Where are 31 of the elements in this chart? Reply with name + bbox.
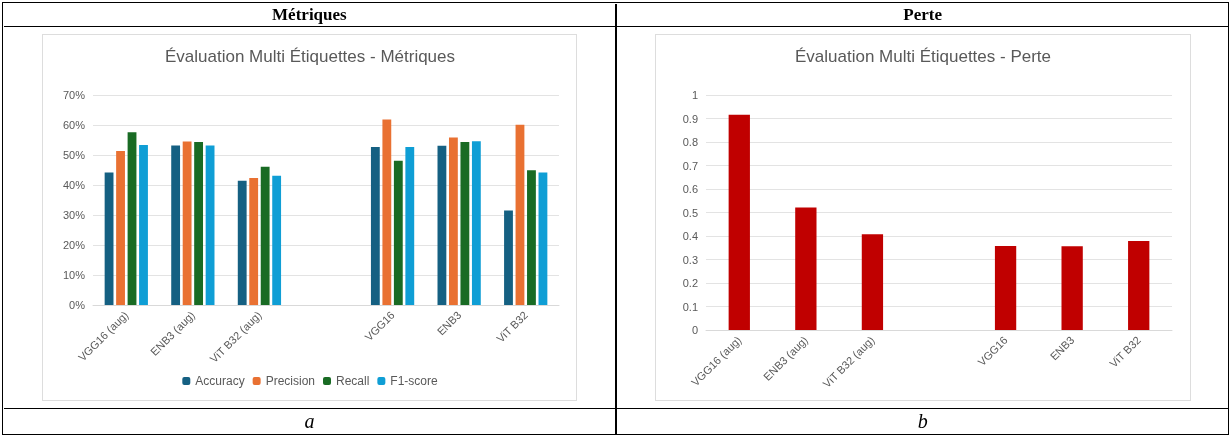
y-tick-label: 0 <box>691 323 698 336</box>
y-tick-label: 40% <box>62 178 85 191</box>
text: Métriques <box>3 3 616 27</box>
text: Perte <box>616 3 1229 27</box>
y-tick-label: 0% <box>68 298 85 311</box>
text: b <box>616 407 1229 435</box>
x-tick-label: ViT B32 <box>1106 333 1143 370</box>
y-tick-label: 50% <box>62 148 85 161</box>
chart-title: Évaluation Multi Étiquettes - Métriques <box>164 46 455 66</box>
x-tick-label: ViT B32 <box>493 308 530 345</box>
y-tick-label: 0.5 <box>682 206 698 218</box>
y-tick-label: 0.2 <box>682 276 698 289</box>
y-tick-label: 70% <box>62 88 85 101</box>
y-tick-label: 0.3 <box>682 253 698 265</box>
y-tick-label: 20% <box>62 238 85 251</box>
y-tick-label: 0.6 <box>682 182 698 195</box>
y-tick-label: 0.9 <box>682 112 698 124</box>
y-tick-label: 0.7 <box>682 159 698 171</box>
legend-label: F1-score <box>389 373 438 388</box>
y-tick-label: 1 <box>691 88 698 101</box>
y-tick-label: 0.8 <box>682 135 698 148</box>
y-tick-label: 0.4 <box>682 229 698 242</box>
y-tick-label: 60% <box>62 118 85 131</box>
y-tick-label: 0.1 <box>682 300 698 312</box>
y-tick-label: 10% <box>62 268 85 281</box>
legend-label: Accuracy <box>194 373 245 388</box>
chart-title: Évaluation Multi Étiquettes - Perte <box>794 46 1051 66</box>
y-tick-label: 30% <box>62 208 85 221</box>
legend-label: Precision <box>265 373 315 388</box>
legend-label: Recall <box>335 373 369 388</box>
text: a <box>3 407 616 435</box>
